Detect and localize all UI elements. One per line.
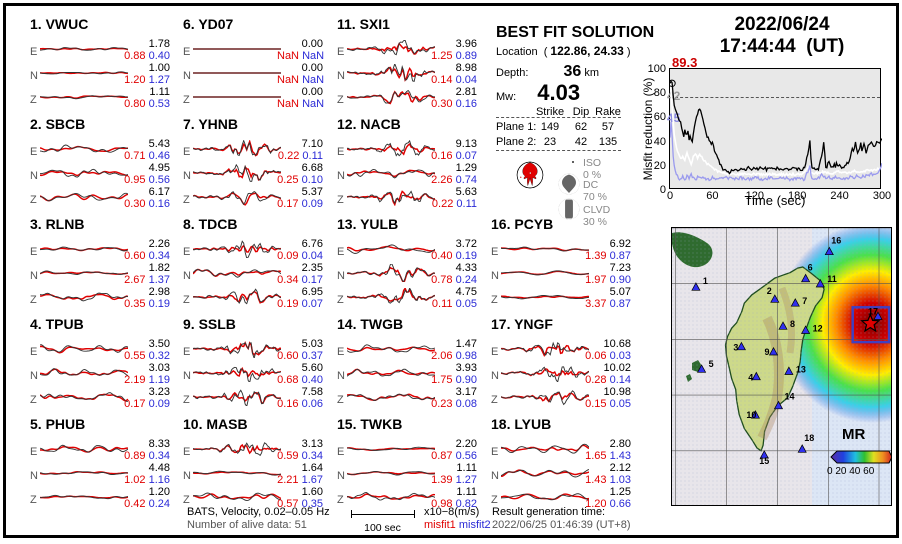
svg-text:18: 18	[804, 433, 814, 443]
svg-text:13: 13	[796, 364, 806, 374]
svg-text:17: 17	[868, 306, 878, 316]
svg-text:10: 10	[746, 410, 756, 420]
svg-text:3: 3	[733, 343, 738, 353]
svg-text:2: 2	[767, 286, 772, 296]
svg-text:7: 7	[802, 296, 807, 306]
svg-text:16: 16	[831, 236, 841, 246]
svg-text:4: 4	[748, 373, 753, 383]
svg-text:14: 14	[785, 392, 795, 402]
svg-text:5: 5	[709, 359, 714, 369]
svg-text:9: 9	[765, 347, 770, 357]
svg-text:1: 1	[703, 276, 708, 286]
svg-text:11: 11	[827, 274, 837, 284]
svg-text:12: 12	[813, 323, 823, 333]
svg-text:15: 15	[759, 456, 769, 466]
svg-text:6: 6	[808, 263, 813, 273]
svg-text:8: 8	[790, 319, 795, 329]
